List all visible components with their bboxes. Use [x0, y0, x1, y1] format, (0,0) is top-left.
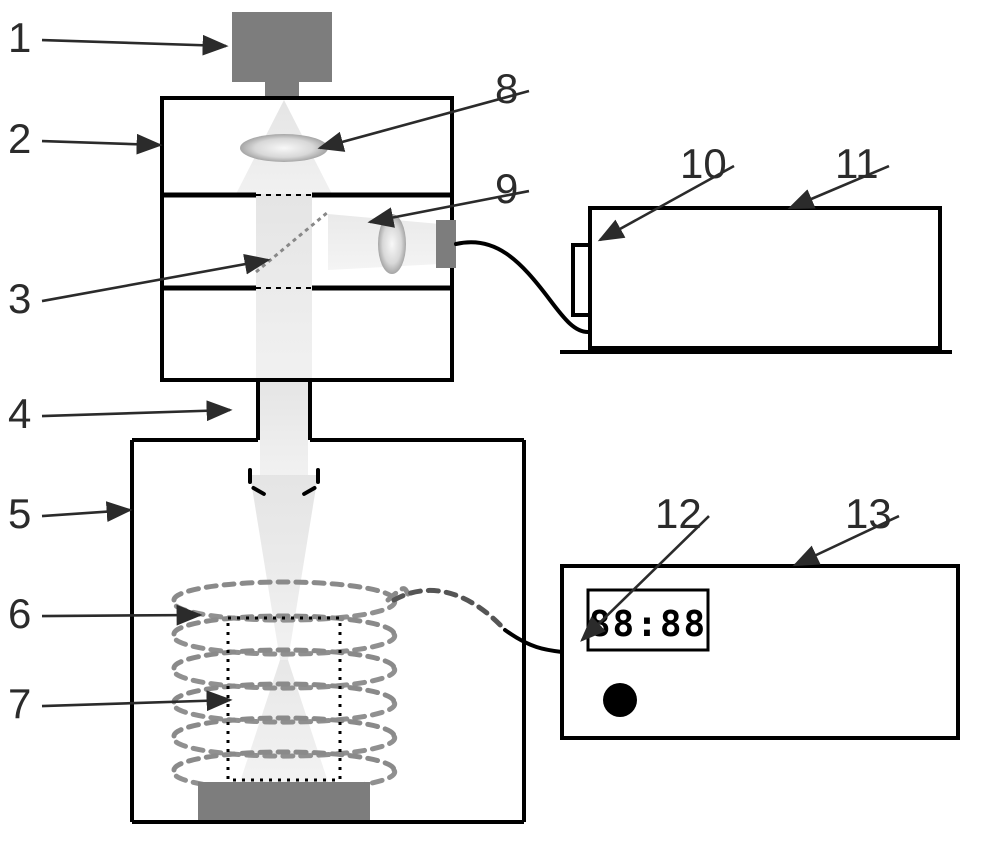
- label-6: 6: [8, 590, 31, 638]
- main-shapes: 88:88: [132, 12, 958, 822]
- diagram-canvas: 88:88 1 2 3 4 5 6 7 8 9 10 11 12 13: [0, 0, 1000, 857]
- label-1: 1: [8, 14, 31, 62]
- label-9: 9: [495, 165, 518, 213]
- svg-text:88:88: 88:88: [589, 604, 707, 645]
- diagram-svg: 88:88: [0, 0, 1000, 857]
- label-4: 4: [8, 390, 31, 438]
- label-7: 7: [8, 680, 31, 728]
- label-8: 8: [495, 65, 518, 113]
- label-3: 3: [8, 275, 31, 323]
- label-5: 5: [8, 490, 31, 538]
- label-12: 12: [655, 490, 702, 538]
- label-10: 10: [680, 140, 727, 188]
- label-13: 13: [845, 490, 892, 538]
- label-2: 2: [8, 115, 31, 163]
- label-11: 11: [835, 140, 879, 188]
